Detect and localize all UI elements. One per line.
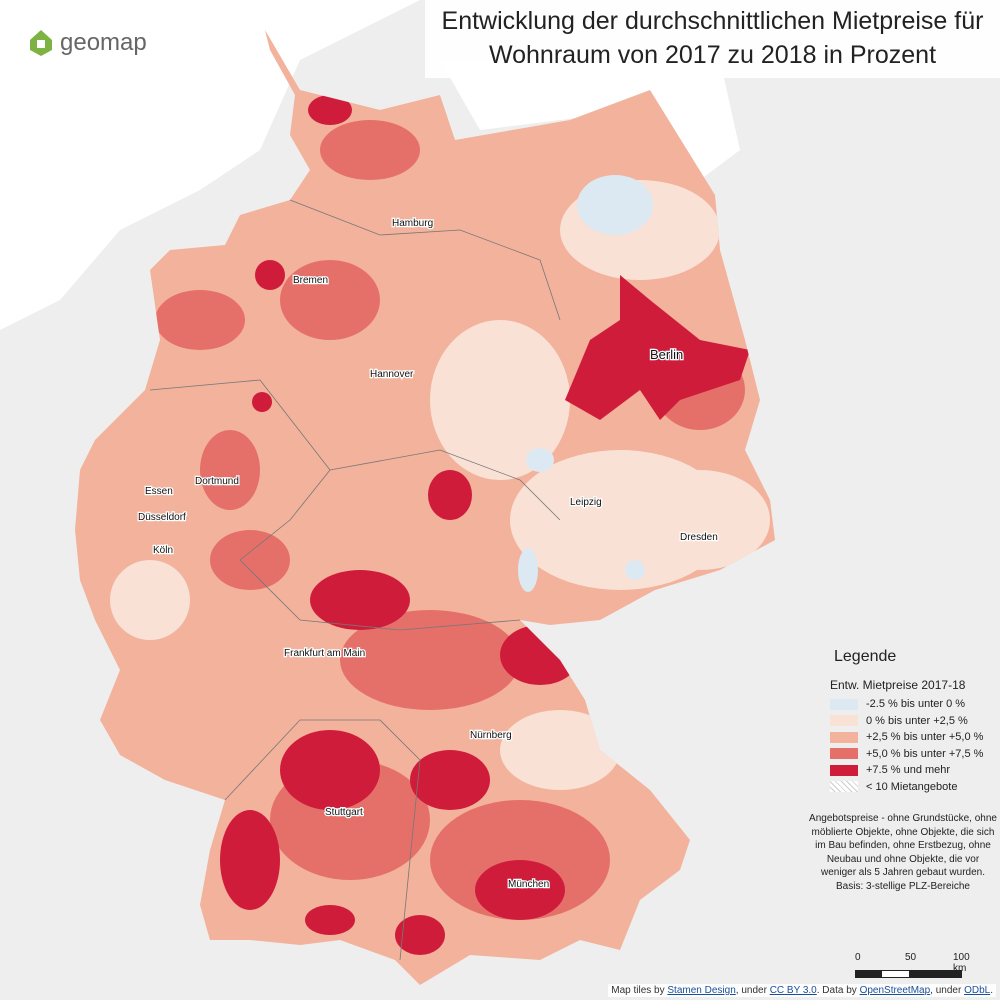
city-label: Leipzig: [570, 497, 602, 508]
legend-label: 0 % bis unter +2,5 %: [866, 714, 968, 727]
city-label: Frankfurt am Main: [284, 648, 365, 659]
legend-label: +5,0 % bis unter +7,5 %: [866, 747, 984, 760]
legend-swatch: [830, 715, 858, 727]
legend-swatch: [830, 698, 858, 710]
legend-label: < 10 Mietangebote: [866, 780, 958, 793]
scale-label: 0: [855, 952, 861, 963]
city-label: Stuttgart: [325, 807, 363, 818]
state-borders: [149, 199, 561, 961]
attribution-link[interactable]: ODbL: [964, 985, 991, 996]
legend-title: Legende: [834, 648, 897, 665]
city-label: Hannover: [370, 369, 414, 380]
legend-label: -2.5 % bis unter 0 %: [866, 698, 966, 711]
title-line: Wohnraum von 2017 zu 2018 in Prozent: [488, 41, 937, 69]
note: Angebotspreise - ohne Grundstücke, ohne …: [808, 812, 998, 893]
legend-label: +2,5 % bis unter +5,0 %: [866, 731, 984, 744]
title: Entwicklung der durchschnittlichen Mietp…: [425, 0, 1000, 78]
legend-swatch: [830, 731, 858, 743]
legend-item: < 10 Mietangebote: [830, 779, 1000, 796]
attribution-text: Map tiles by: [611, 985, 668, 996]
attribution-text: . Data by: [816, 985, 860, 996]
sea: [0, 0, 420, 330]
attribution-link[interactable]: CC BY 3.0: [769, 985, 817, 996]
city-label: Dortmund: [195, 476, 239, 487]
legend-label: +7.5 % und mehr: [866, 764, 951, 777]
basis-text: Basis: 3-stellige PLZ-Bereiche: [836, 880, 970, 892]
legend-item: +2,5 % bis unter +5,0 %: [830, 729, 1000, 746]
scale-label: 100 km: [953, 952, 970, 974]
city-label: Bremen: [293, 275, 328, 286]
attribution-text: , under: [735, 985, 770, 996]
attribution-text: .: [990, 985, 993, 996]
city-label: Köln: [153, 545, 173, 556]
legend-item: -2.5 % bis unter 0 %: [830, 696, 1000, 713]
title-line: Entwicklung der durchschnittlichen Mietp…: [441, 7, 984, 35]
scale-label: 50: [905, 952, 917, 963]
attribution: Map tiles by Stamen Design, under CC BY …: [608, 984, 996, 997]
legend: Legende Entw. Mietpreise 2017-18 -2.5 % …: [830, 648, 1000, 795]
scale-bar: 0 50 100 km: [855, 952, 985, 978]
attribution-link[interactable]: Stamen Design: [667, 985, 736, 996]
legend-items: -2.5 % bis unter 0 % 0 % bis unter +2,5 %…: [830, 696, 1000, 795]
city-label: Dresden: [680, 532, 718, 543]
attribution-text: , under: [930, 985, 965, 996]
scale-graphic: [855, 970, 962, 978]
legend-swatch: [830, 764, 858, 776]
legend-item: +5,0 % bis unter +7,5 %: [830, 746, 1000, 763]
note-text: Angebotspreise - ohne Grundstücke, ohne …: [809, 813, 997, 878]
city-label: Düsseldorf: [138, 512, 186, 523]
legend-swatch: [830, 748, 858, 760]
city-label: Hamburg: [392, 218, 433, 229]
city-label: Essen: [145, 486, 173, 497]
logo-icon: [30, 30, 52, 56]
legend-item: +7.5 % und mehr: [830, 762, 1000, 779]
legend-swatch: [830, 781, 858, 793]
attribution-link[interactable]: OpenStreetMap: [859, 985, 931, 996]
city-label: Nürnberg: [470, 730, 512, 741]
logo-text: geomap: [60, 29, 147, 56]
legend-subtitle: Entw. Mietpreise 2017-18: [830, 678, 966, 692]
logo: geomap: [28, 28, 147, 58]
legend-item: 0 % bis unter +2,5 %: [830, 713, 1000, 730]
city-label: München: [508, 879, 549, 890]
city-label: Berlin: [650, 347, 683, 362]
